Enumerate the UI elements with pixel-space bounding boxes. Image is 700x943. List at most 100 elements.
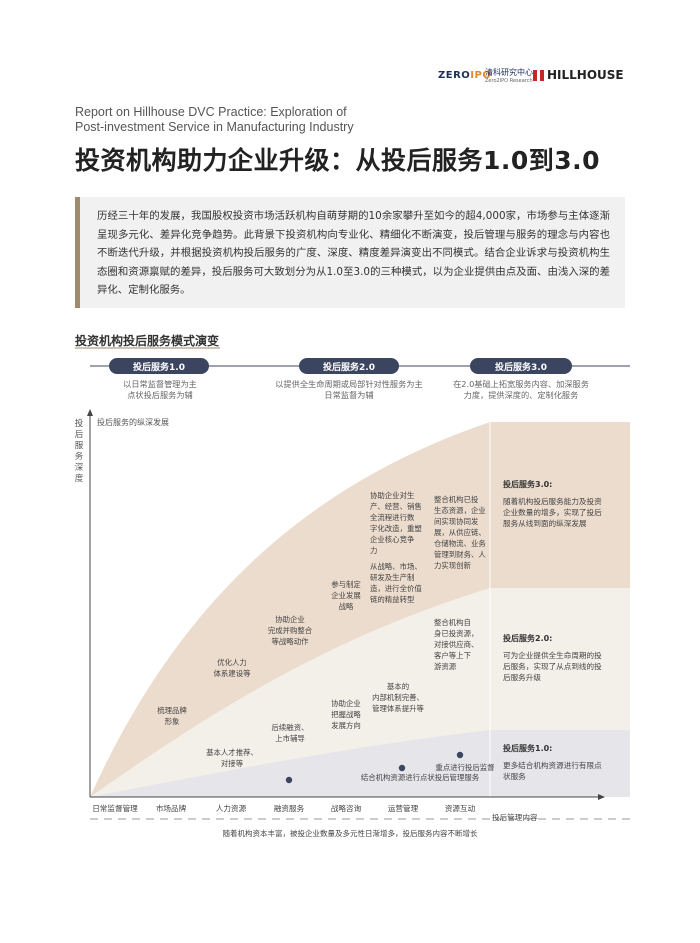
stage-desc-3b: 力度，提供深度的、定制化服务 (464, 390, 579, 400)
annotation-key-supervision: 重点进行投后监督 (435, 763, 494, 772)
annotation-financing-followup: 后续融资、 上市辅导 (272, 723, 309, 743)
right-note-service-1: 投后服务1.0: 更多结合机构资源进行有限点 状服务 (503, 743, 602, 781)
diagram-footnote: 随着机构资本丰富，被投企业数量及多元性日渐增多，投后服务内容不断增长 (222, 829, 478, 838)
y-axis-arrow-icon (87, 409, 93, 416)
annotation-financing-merge: 协助企业 完成并购整合 等战略动作 (268, 615, 313, 646)
svg-text:展，从供应链、: 展，从供应链、 (434, 528, 486, 537)
svg-text:务: 务 (75, 451, 84, 462)
svg-text:对接供应商、: 对接供应商、 (434, 640, 478, 649)
annotation-operations-chain: 从战略、市场、 研发及生产制 造，进行全价值 链的精益转型 (370, 562, 422, 604)
annotation-resources-upstream: 整合机构自 身已投资源， 对接供应商、 客户等上下 游资源 (434, 618, 478, 671)
svg-text:可为企业提供全生命周期的投: 可为企业提供全生命周期的投 (503, 650, 602, 660)
english-title: Report on Hillhouse DVC Practice: Explor… (75, 105, 354, 134)
x-category-labels: 日常监督管理 市场品牌 人力资源 融资服务 战略咨询 运营管理 资源互动 (92, 803, 475, 813)
x-axis-label: 投后管理内容 (492, 812, 538, 822)
stage-desc-2a: 以提供全生命周期或局部针对性服务为主 (275, 379, 422, 389)
hillhouse-mark-icon (533, 69, 544, 81)
svg-text:后服务，实现了从点到线的投: 后服务，实现了从点到线的投 (503, 661, 602, 671)
svg-text:参与制定: 参与制定 (331, 580, 361, 589)
x-category-hr: 人力资源 (216, 803, 247, 813)
svg-text:投后服务3.0:: 投后服务3.0: (503, 479, 552, 489)
svg-text:协助企业: 协助企业 (275, 615, 305, 624)
svg-text:整合机构已投: 整合机构已投 (434, 495, 479, 504)
svg-text:后: 后 (75, 429, 84, 440)
svg-text:企业核心竞争: 企业核心竞争 (370, 535, 415, 544)
x-category-daily-supervision: 日常监督管理 (92, 803, 138, 813)
intro-accent-bar (75, 197, 80, 308)
svg-text:间实现协同发: 间实现协同发 (434, 517, 479, 526)
x-category-resources: 资源互动 (445, 803, 476, 813)
svg-text:研发及生产制: 研发及生产制 (370, 573, 414, 582)
svg-text:后续融资、: 后续融资、 (272, 723, 309, 732)
svg-text:造，进行全价值: 造，进行全价值 (370, 584, 422, 593)
section-title-underline (75, 347, 220, 349)
svg-text:基本的: 基本的 (387, 682, 409, 691)
svg-text:把握战略: 把握战略 (331, 710, 361, 719)
vertical-development-label: 投后服务的纵深发展 (97, 417, 169, 427)
svg-text:等战略动作: 等战略动作 (272, 637, 310, 646)
svg-text:管理体系提升等: 管理体系提升等 (372, 704, 424, 713)
svg-text:整合机构自: 整合机构自 (434, 618, 471, 627)
svg-text:从战略、市场、: 从战略、市场、 (370, 562, 422, 571)
annotation-combine-resources: 结合机构资源进行点状投后管理服务 (361, 773, 480, 782)
intro-paragraph: 历经三十年的发展，我国股权投资市场活跃机构自萌芽期的10余家攀升至如今的超4,0… (97, 210, 610, 296)
svg-text:身已投资源，: 身已投资源， (434, 629, 478, 638)
svg-text:深: 深 (75, 463, 84, 473)
x-axis-arrow-icon (598, 794, 605, 800)
svg-text:度: 度 (75, 473, 84, 484)
annotation-strategy-direction: 协助企业 把握战略 发展方向 (331, 699, 361, 730)
svg-text:战略: 战略 (339, 602, 354, 611)
marker-dot-financing (285, 776, 293, 784)
svg-text:随着机构投后服务能力及投资: 随着机构投后服务能力及投资 (503, 496, 602, 506)
annotation-operations-basic: 基本的 内部机制完善、 管理体系提升等 (372, 682, 424, 713)
svg-text:客户等上下: 客户等上下 (434, 651, 471, 660)
stage-pill-1: 投后服务1.0 (109, 358, 209, 374)
svg-text:仓储物流、业务: 仓储物流、业务 (434, 539, 486, 548)
svg-text:完成并购整合: 完成并购整合 (268, 626, 313, 635)
svg-text:管理到财务、人: 管理到财务、人 (434, 550, 486, 559)
x-category-strategy: 战略咨询 (331, 803, 362, 813)
svg-text:内部机制完善、: 内部机制完善、 (372, 693, 424, 702)
svg-text:发展方向: 发展方向 (331, 721, 361, 730)
svg-text:力实现创新: 力实现创新 (434, 561, 472, 570)
y-axis-label: 投 后 服 务 深 度 (75, 418, 84, 484)
svg-text:基本人才推荐、: 基本人才推荐、 (206, 748, 258, 757)
qingke-logo: 清科研究中心 Zero2IPO Research (485, 68, 533, 84)
svg-text:游资源: 游资源 (434, 662, 457, 671)
stage-pill-2: 投后服务2.0 (299, 358, 399, 374)
stage-label-1: 投后服务1.0 (133, 361, 185, 373)
marker-dot-resources (456, 751, 464, 759)
svg-text:投: 投 (75, 418, 84, 429)
stage-desc-3a: 在2.0基础上拓宽服务内容、加深服务 (453, 379, 589, 389)
stage-desc-1a: 以日常监督管理为主 (123, 379, 197, 389)
svg-text:梳理品牌: 梳理品牌 (157, 706, 187, 715)
annotation-hr-recommend: 基本人才推荐、 对接等 (206, 748, 258, 768)
svg-text:体系建设等: 体系建设等 (214, 669, 252, 678)
svg-text:投后服务2.0:: 投后服务2.0: (503, 633, 552, 643)
svg-text:全流程进行数: 全流程进行数 (370, 513, 415, 522)
svg-text:协助企业对生: 协助企业对生 (370, 491, 414, 500)
svg-text:力: 力 (370, 546, 377, 555)
x-category-market-brand: 市场品牌 (156, 803, 187, 813)
svg-text:状服务: 状服务 (503, 771, 526, 781)
marker-dot-operations (398, 764, 406, 772)
area-service-1 (90, 730, 630, 797)
svg-text:企业发展: 企业发展 (331, 591, 361, 600)
annotation-brand: 梳理品牌 形象 (157, 706, 187, 726)
stage-label-3: 投后服务3.0 (495, 361, 547, 373)
page-title: 投资机构助力企业升级：从投后服务1.0到3.0 (75, 146, 601, 175)
section-title: 投资机构投后服务模式演变 (75, 334, 220, 348)
svg-text:服: 服 (75, 441, 84, 451)
zero2ipo-logo: ZEROIPO (438, 70, 492, 81)
right-note-service-2: 投后服务2.0: 可为企业提供全生命周期的投 后服务，实现了从点到线的投 后服务… (503, 633, 602, 682)
right-note-service-3: 投后服务3.0: 随着机构投后服务能力及投资 企业数量的增多，实现了投后 服务从… (503, 479, 602, 528)
annotation-operations-digital: 协助企业对生 产、经营、销售 全流程进行数 字化改造，重塑 企业核心竞争 力 (370, 491, 422, 555)
svg-text:优化人力: 优化人力 (217, 658, 247, 667)
svg-text:企业数量的增多，实现了投后: 企业数量的增多，实现了投后 (503, 507, 602, 517)
svg-text:产、经营、销售: 产、经营、销售 (370, 502, 422, 511)
svg-text:链的精益转型: 链的精益转型 (370, 595, 415, 604)
annotation-strategy-plan: 参与制定 企业发展 战略 (331, 580, 361, 611)
svg-text:上市辅导: 上市辅导 (275, 734, 305, 743)
x-category-financing: 融资服务 (274, 803, 305, 813)
